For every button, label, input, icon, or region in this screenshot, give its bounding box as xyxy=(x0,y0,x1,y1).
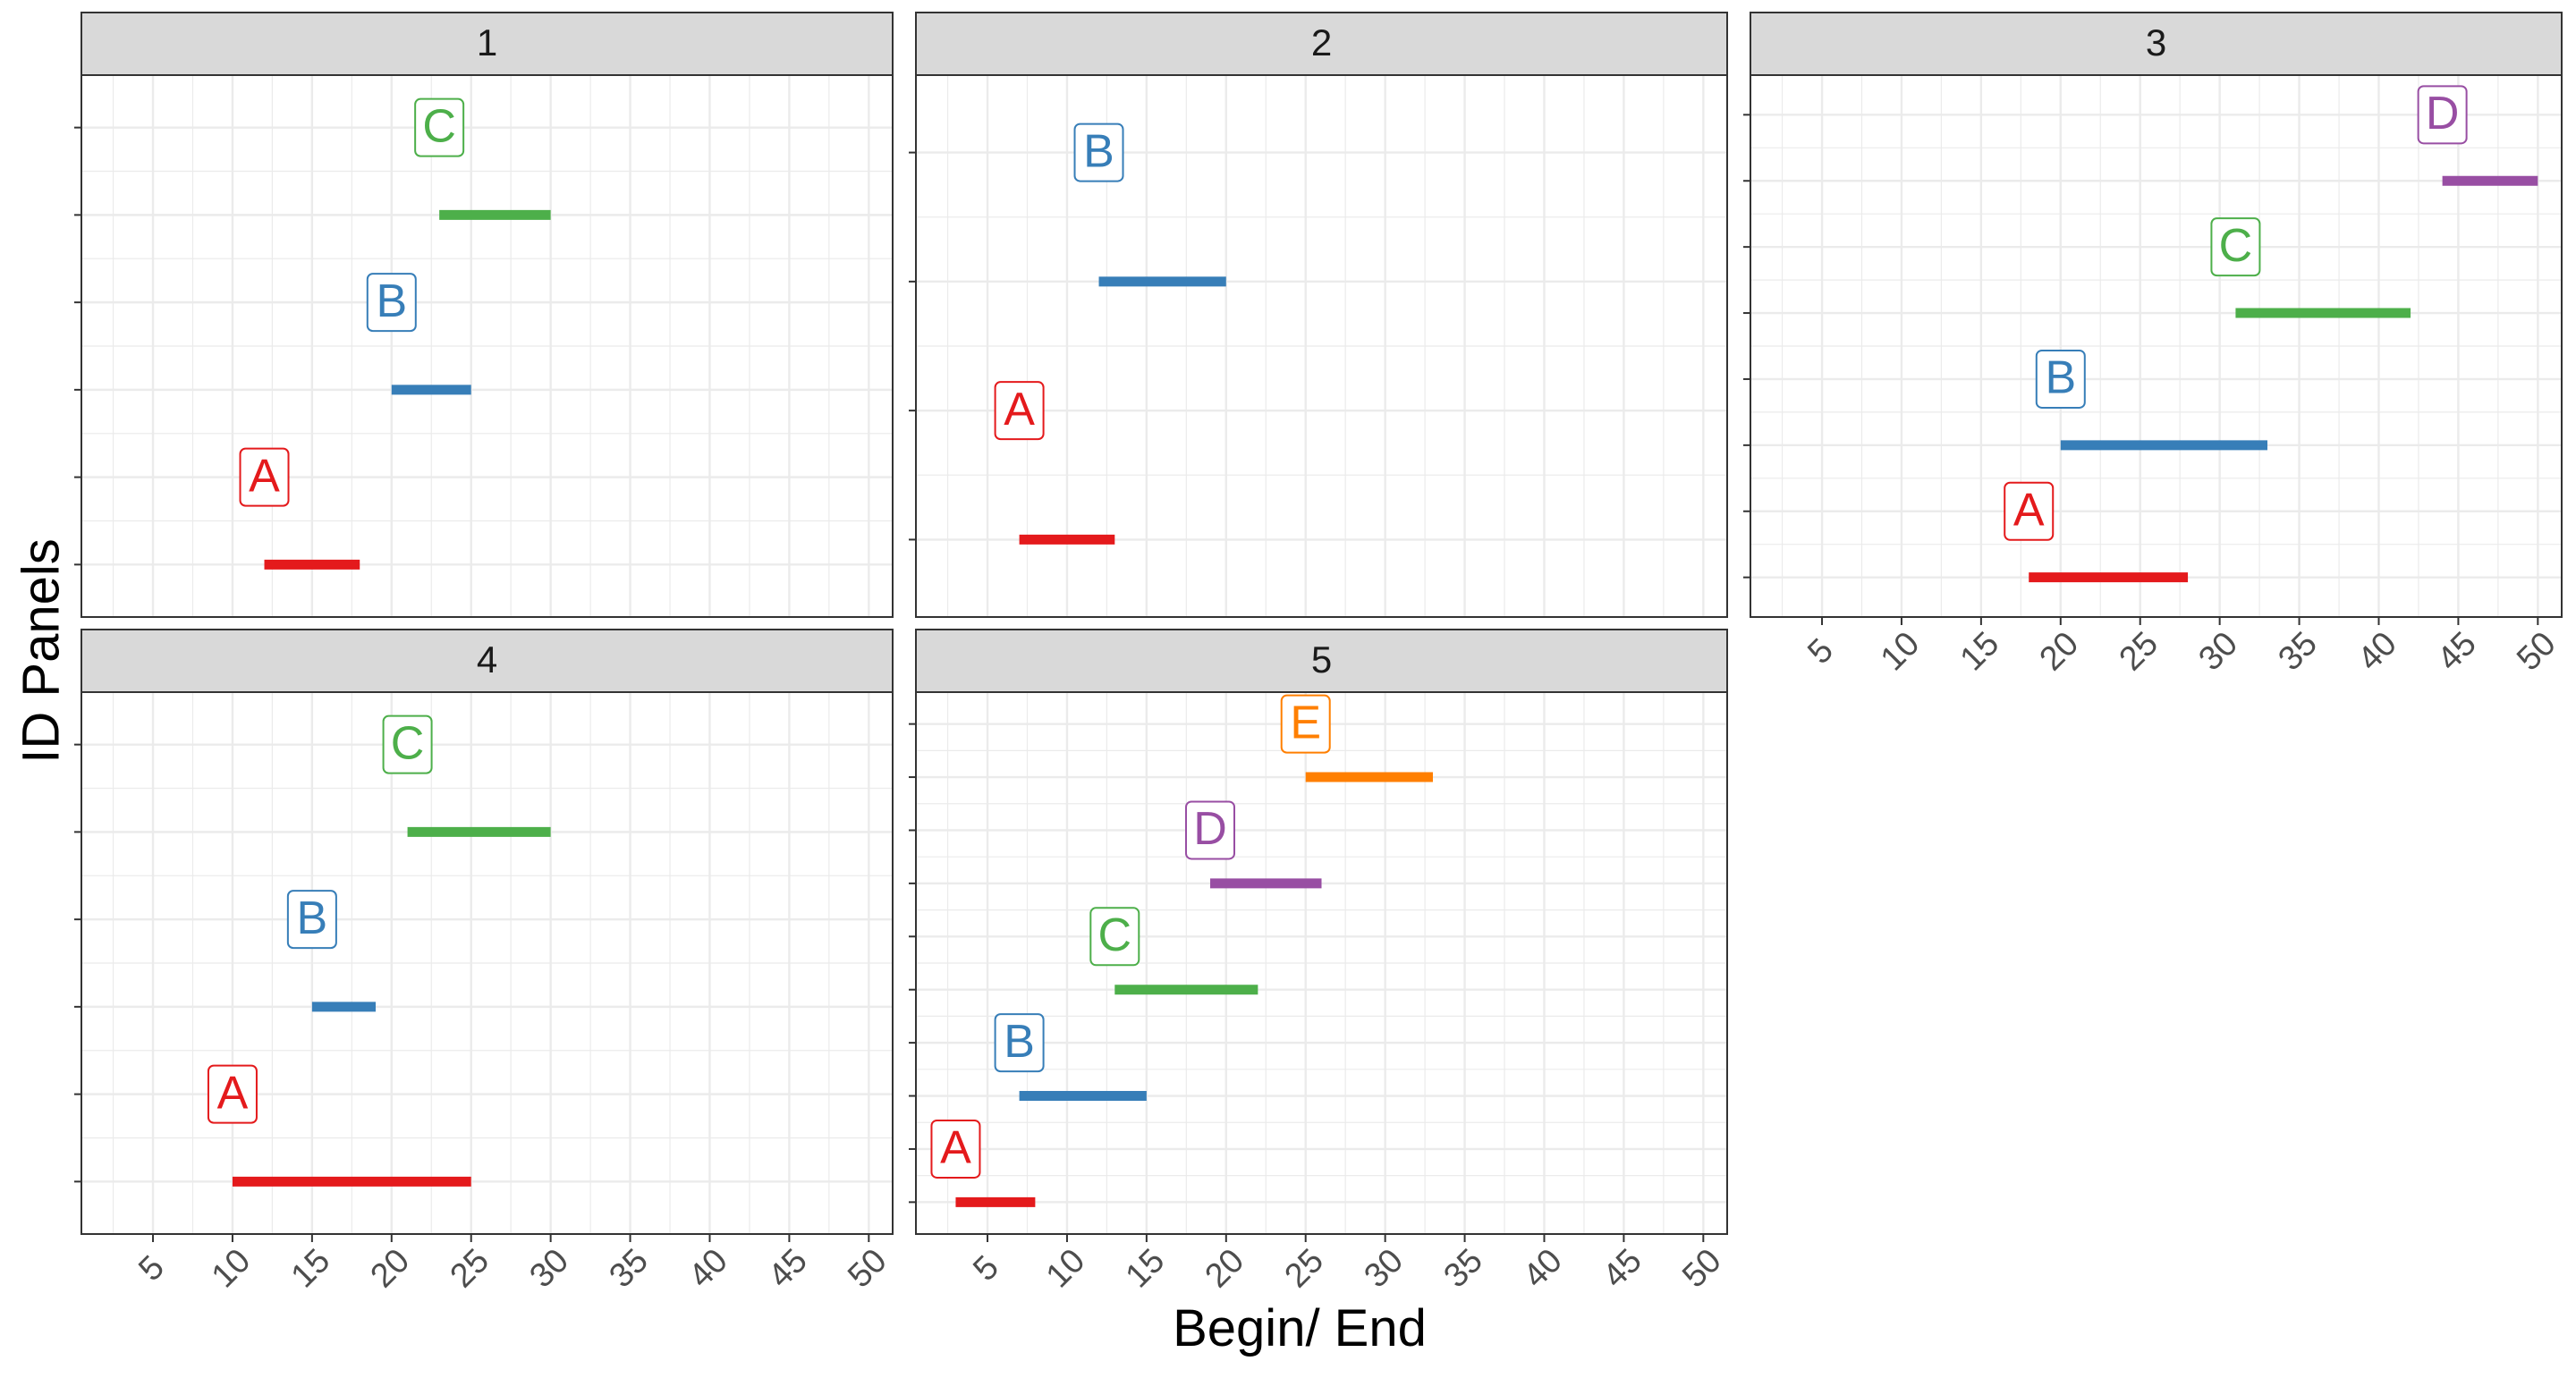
label-box-C xyxy=(414,97,465,157)
label-box-A xyxy=(930,1119,981,1179)
label-C: C xyxy=(422,100,456,152)
x-tick-label: 20 xyxy=(364,1242,418,1296)
x-tick-label: 10 xyxy=(205,1242,258,1296)
x-tick-label: 15 xyxy=(284,1242,338,1296)
x-tick-label: 30 xyxy=(522,1242,576,1296)
panel-title: 3 xyxy=(2146,21,2166,63)
panel-strip xyxy=(80,12,894,76)
x-tick-label: 20 xyxy=(2033,625,2087,679)
panel-border xyxy=(80,691,894,1235)
label-box-D xyxy=(2417,85,2468,145)
panel-strip xyxy=(915,629,1728,693)
label-box-C xyxy=(2210,217,2261,277)
x-tick-label: 45 xyxy=(1596,1242,1649,1296)
label-A: A xyxy=(2013,484,2045,536)
label-box-C xyxy=(1089,907,1140,967)
label-B: B xyxy=(297,892,328,944)
x-tick-label: 5 xyxy=(1801,631,1841,672)
label-box-B xyxy=(994,1013,1045,1073)
label-C: C xyxy=(391,717,425,769)
panel-title: 2 xyxy=(1311,21,1332,63)
panel-2: 2 A B xyxy=(909,12,1728,618)
label-box-D xyxy=(1185,800,1236,860)
label-E: E xyxy=(1290,697,1321,748)
panel-border xyxy=(915,691,1728,1235)
panel-title: 4 xyxy=(477,638,497,681)
x-tick-label: 40 xyxy=(1516,1242,1570,1296)
panel-title: 1 xyxy=(477,21,497,63)
panels-layer: 1 A B C 2 A B 3 A B C D 5 10 15 20 25 30 35 40 45 50 4 A B C 5 10 15… xyxy=(74,12,2563,1296)
label-C: C xyxy=(2219,220,2253,272)
x-tick-label: 10 xyxy=(1874,625,1928,679)
x-tick-label: 40 xyxy=(2351,625,2404,679)
label-box-E xyxy=(1280,694,1331,754)
label-box-B xyxy=(366,273,417,333)
label-box-A xyxy=(2004,481,2055,541)
label-A: A xyxy=(940,1122,971,1174)
panel-border xyxy=(1750,74,2563,618)
x-tick-label: 25 xyxy=(444,1242,497,1296)
x-tick-label: 40 xyxy=(682,1242,735,1296)
label-D: D xyxy=(1193,803,1227,855)
x-tick-label: 30 xyxy=(2191,625,2245,679)
x-tick-label: 5 xyxy=(131,1248,172,1289)
panel-title: 5 xyxy=(1311,638,1332,681)
panel-strip xyxy=(915,12,1728,76)
x-tick-label: 25 xyxy=(2113,625,2166,679)
label-box-B xyxy=(1073,123,1124,182)
y-axis-title: ID Panels xyxy=(12,538,70,763)
panel-strip xyxy=(80,629,894,693)
x-tick-label: 45 xyxy=(2430,625,2484,679)
x-tick-label: 25 xyxy=(1278,1242,1332,1296)
x-tick-label: 30 xyxy=(1357,1242,1411,1296)
panel-1: 1 A B C xyxy=(74,12,894,618)
label-A: A xyxy=(249,450,280,502)
label-A: A xyxy=(217,1067,249,1119)
x-tick-label: 50 xyxy=(841,1242,894,1296)
label-B: B xyxy=(1004,1016,1035,1068)
x-tick-label: 35 xyxy=(2271,625,2325,679)
label-C: C xyxy=(1098,909,1132,961)
label-box-A xyxy=(994,381,1045,441)
label-box-A xyxy=(207,1064,258,1124)
x-tick-label: 35 xyxy=(1436,1242,1490,1296)
label-B: B xyxy=(2045,352,2076,404)
panel-border xyxy=(80,74,894,618)
label-box-A xyxy=(239,447,290,507)
x-tick-label: 20 xyxy=(1199,1242,1252,1296)
x-axis-title: Begin/ End xyxy=(1173,1299,1427,1357)
label-box-C xyxy=(382,714,433,774)
x-tick-label: 45 xyxy=(761,1242,815,1296)
label-B: B xyxy=(1083,125,1114,177)
x-tick-label: 15 xyxy=(1119,1242,1173,1296)
panel-4: 4 A B C 5 10 15 20 25 30 35 40 45 50 xyxy=(74,629,894,1296)
label-D: D xyxy=(2426,88,2460,139)
panel-3: 3 A B C D 5 10 15 20 25 30 35 40 45 50 xyxy=(1743,12,2563,679)
label-box-B xyxy=(286,890,337,950)
label-A: A xyxy=(1004,384,1035,435)
label-box-B xyxy=(2035,349,2086,409)
x-tick-label: 15 xyxy=(1953,625,2007,679)
x-tick-label: 10 xyxy=(1039,1242,1093,1296)
x-tick-label: 50 xyxy=(1675,1242,1729,1296)
x-tick-label: 50 xyxy=(2510,625,2563,679)
x-tick-label: 35 xyxy=(602,1242,656,1296)
panel-border xyxy=(915,74,1728,618)
x-tick-label: 5 xyxy=(966,1248,1006,1289)
panel-5: 5 A B C D E 5 10 15 20 25 30 35 40 45 50 xyxy=(909,629,1729,1296)
label-B: B xyxy=(376,275,407,327)
